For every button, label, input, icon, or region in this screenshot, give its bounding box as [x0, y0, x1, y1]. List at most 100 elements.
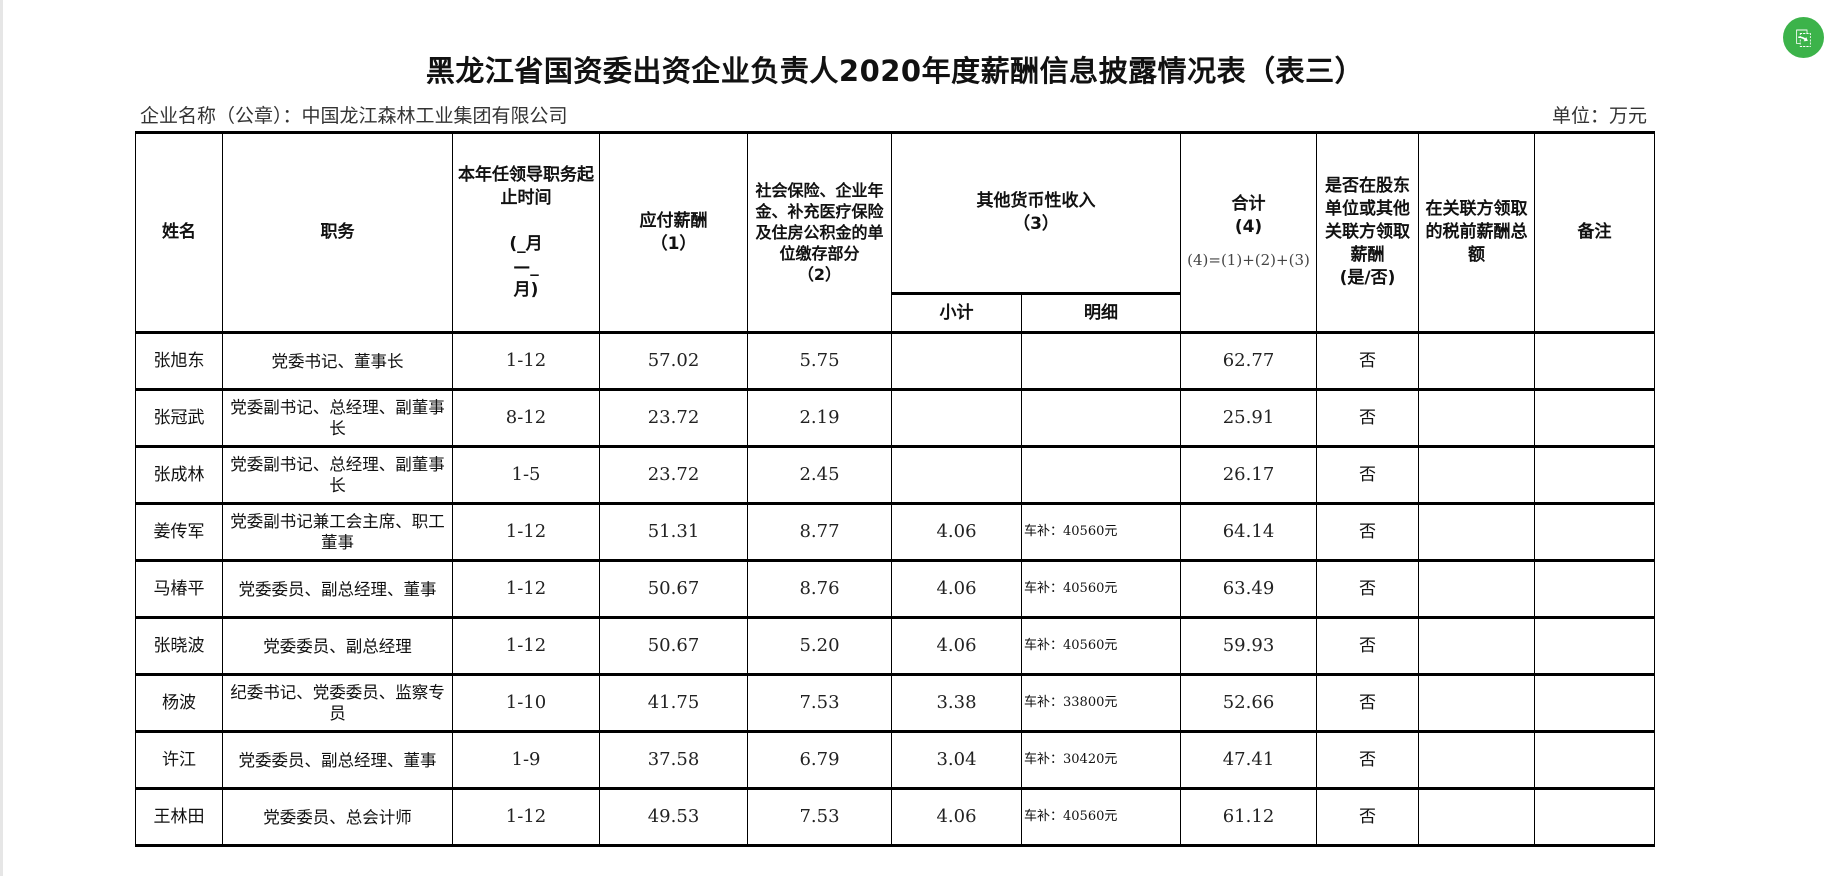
cell-detail — [1021, 389, 1181, 448]
table-row: 张成林 党委副书记、总经理、副董事长 1-5 23.72 2.45 26.17 否 — [135, 446, 1655, 505]
table-row: 姜传军 党委副书记兼工会主席、职工董事 1-12 51.31 8.77 4.06 车补：40… — [135, 503, 1655, 562]
cell-term: 1-12 — [452, 560, 600, 619]
table-row: 张冠武 党委副书记、总经理、副董事长 8-12 23.72 2.19 25.91 否 — [135, 389, 1655, 448]
cell-detail — [1021, 332, 1181, 391]
cell-salary: 23.72 — [599, 389, 748, 448]
cell-other-unit: 否 — [1316, 446, 1419, 505]
cell-position: 党委委员、副总经理、董事 — [222, 731, 453, 790]
cell-insurance: 8.76 — [747, 560, 892, 619]
cell-detail: 车补：40560元 — [1021, 788, 1181, 847]
header-insurance-label: 社会保险、企业年金、补充医疗保险及住房公积金的单位缴存部分 — [755, 181, 884, 263]
cell-term: 1-12 — [452, 617, 600, 676]
cell-other-unit: 否 — [1316, 389, 1419, 448]
company-name: 企业名称（公章）：中国龙江森林工业集团有限公司 — [140, 105, 568, 127]
cell-other-unit: 否 — [1316, 788, 1419, 847]
cell-remarks — [1534, 788, 1655, 847]
header-position: 职务 — [222, 131, 453, 334]
cell-subtotal — [891, 389, 1022, 448]
cell-detail: 车补：40560元 — [1021, 503, 1181, 562]
cell-position: 党委委员、副总经理 — [222, 617, 453, 676]
cell-remarks — [1534, 560, 1655, 619]
header-other-unit: 是否在股东单位或其他关联方领取薪酬 (是/否) — [1316, 131, 1419, 334]
cell-pretax — [1418, 332, 1535, 391]
cell-pretax — [1418, 674, 1535, 733]
cell-subtotal: 3.04 — [891, 731, 1022, 790]
cell-pretax — [1418, 788, 1535, 847]
cell-remarks — [1534, 332, 1655, 391]
cell-detail: 车补：30420元 — [1021, 731, 1181, 790]
cell-name: 张成林 — [135, 446, 223, 505]
page-edge — [0, 0, 3, 876]
cell-name: 王林田 — [135, 788, 223, 847]
cell-other-unit: 否 — [1316, 503, 1419, 562]
cell-term: 1-12 — [452, 503, 600, 562]
cell-detail: 车补：33800元 — [1021, 674, 1181, 733]
cell-other-unit: 否 — [1316, 731, 1419, 790]
cell-remarks — [1534, 617, 1655, 676]
cell-term: 1-12 — [452, 788, 600, 847]
cell-detail: 车补：40560元 — [1021, 617, 1181, 676]
table-row: 杨波 纪委书记、党委委员、监察专员 1-10 41.75 7.53 3.38 车补：3380… — [135, 674, 1655, 733]
header-term: 本年任领导职务起止时间 (_月—_月) — [452, 131, 600, 334]
cell-pretax — [1418, 503, 1535, 562]
cell-insurance: 5.20 — [747, 617, 892, 676]
cell-term: 1-10 — [452, 674, 600, 733]
table-row: 王林田 党委委员、总会计师 1-12 49.53 7.53 4.06 车补：40560元 61… — [135, 788, 1655, 847]
cell-subtotal: 4.06 — [891, 788, 1022, 847]
cell-pretax — [1418, 389, 1535, 448]
cell-position: 党委书记、董事长 — [222, 332, 453, 391]
header-term-format: (_月—_月) — [509, 233, 543, 300]
cell-salary: 57.02 — [599, 332, 748, 391]
header-insurance: 社会保险、企业年金、补充医疗保险及住房公积金的单位缴存部分 （2） — [747, 131, 892, 334]
cell-other-unit: 否 — [1316, 332, 1419, 391]
cell-name: 姜传军 — [135, 503, 223, 562]
cell-remarks — [1534, 674, 1655, 733]
cell-total: 59.93 — [1180, 617, 1317, 676]
cell-total: 63.49 — [1180, 560, 1317, 619]
header-salary: 应付薪酬 （1） — [599, 131, 748, 334]
header-other-income: 其他货币性收入 （3） — [891, 131, 1181, 295]
cell-term: 1-5 — [452, 446, 600, 505]
cell-pretax — [1418, 446, 1535, 505]
cell-position: 党委委员、副总经理、董事 — [222, 560, 453, 619]
cell-subtotal: 3.38 — [891, 674, 1022, 733]
cell-total: 52.66 — [1180, 674, 1317, 733]
table-row: 张旭东 党委书记、董事长 1-12 57.02 5.75 62.77 否 — [135, 332, 1655, 391]
cell-position: 党委委员、总会计师 — [222, 788, 453, 847]
cell-insurance: 2.19 — [747, 389, 892, 448]
cell-remarks — [1534, 446, 1655, 505]
cell-term: 8-12 — [452, 389, 600, 448]
cell-name: 张冠武 — [135, 389, 223, 448]
cell-salary: 49.53 — [599, 788, 748, 847]
cell-salary: 23.72 — [599, 446, 748, 505]
cell-position: 党委副书记兼工会主席、职工董事 — [222, 503, 453, 562]
cell-insurance: 6.79 — [747, 731, 892, 790]
cell-position: 党委副书记、总经理、副董事长 — [222, 446, 453, 505]
cell-total: 62.77 — [1180, 332, 1317, 391]
header-total-formula: (4)=(1)+(2)+(3) — [1187, 251, 1310, 269]
table-row: 张晓波 党委委员、副总经理 1-12 50.67 5.20 4.06 车补：40560元 59… — [135, 617, 1655, 676]
cell-salary: 50.67 — [599, 617, 748, 676]
cell-name: 张晓波 — [135, 617, 223, 676]
cell-total: 61.12 — [1180, 788, 1317, 847]
cell-term: 1-12 — [452, 332, 600, 391]
header-detail: 明细 — [1021, 293, 1181, 334]
cell-salary: 37.58 — [599, 731, 748, 790]
header-other-unit-label: 是否在股东单位或其他关联方领取薪酬 — [1325, 176, 1410, 265]
cell-insurance: 2.45 — [747, 446, 892, 505]
table-row: 马椿平 党委委员、副总经理、董事 1-12 50.67 8.76 4.06 车补：40560… — [135, 560, 1655, 619]
document-share-icon[interactable]: ⎘ — [1783, 17, 1824, 58]
header-insurance-no: （2） — [797, 265, 842, 284]
cell-detail — [1021, 446, 1181, 505]
cell-total: 47.41 — [1180, 731, 1317, 790]
header-subtotal: 小计 — [891, 293, 1022, 334]
cell-subtotal — [891, 446, 1022, 505]
header-total: 合计 (4) (4)=(1)+(2)+(3) — [1180, 131, 1317, 334]
cell-insurance: 8.77 — [747, 503, 892, 562]
cell-total: 25.91 — [1180, 389, 1317, 448]
table-row: 许江 党委委员、副总经理、董事 1-9 37.58 6.79 3.04 车补：30420元 4… — [135, 731, 1655, 790]
cell-total: 64.14 — [1180, 503, 1317, 562]
salary-table: 姓名 职务 本年任领导职务起止时间 (_月—_月) 应付薪酬 （1） 社会保险、企业… — [135, 131, 1655, 847]
cell-position: 纪委书记、党委委员、监察专员 — [222, 674, 453, 733]
cell-pretax — [1418, 617, 1535, 676]
